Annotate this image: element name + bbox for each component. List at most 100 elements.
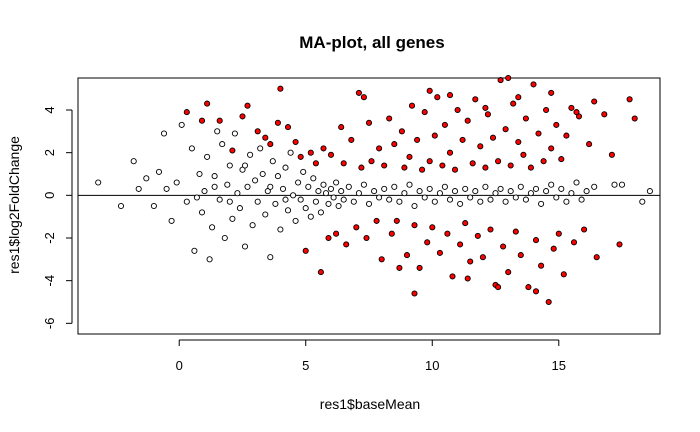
data-point [302, 205, 309, 212]
data-point [335, 202, 342, 210]
data-point [274, 173, 281, 180]
data-point [365, 119, 373, 126]
data-point [520, 151, 527, 158]
data-point [386, 196, 393, 203]
data-point [95, 179, 102, 186]
data-point [333, 179, 340, 186]
data-point [224, 181, 231, 188]
data-point [512, 228, 519, 235]
data-point [414, 136, 421, 143]
data-point [249, 222, 256, 229]
data-point [444, 230, 451, 237]
data-point [290, 192, 297, 199]
data-point [236, 205, 243, 212]
data-point [315, 188, 322, 195]
data-point [426, 158, 433, 165]
data-point [527, 190, 534, 197]
data-point [543, 188, 550, 195]
data-point [221, 234, 228, 242]
y-axis: -6 -4 -2 0 2 4 [42, 106, 73, 329]
data-point [525, 284, 532, 291]
data-point [330, 194, 337, 201]
data-point [441, 121, 448, 128]
data-point [426, 185, 433, 192]
data-point [530, 81, 537, 88]
data-point [581, 226, 588, 233]
data-point [601, 111, 608, 118]
data-point [317, 209, 324, 216]
data-point [583, 188, 590, 195]
data-point [550, 245, 557, 252]
data-point [340, 160, 347, 167]
data-point [193, 194, 200, 201]
data-point [201, 188, 208, 195]
data-point [457, 200, 464, 207]
data-point [300, 168, 307, 175]
data-point [406, 153, 413, 160]
data-point [340, 196, 347, 203]
data-point [353, 224, 360, 231]
data-point [229, 147, 236, 154]
data-point [487, 226, 494, 233]
data-point [327, 185, 335, 192]
data-point [204, 153, 211, 160]
data-point [150, 202, 157, 210]
data-point [591, 183, 598, 190]
data-point [396, 264, 403, 271]
plot-frame [77, 77, 661, 335]
y-tick-label: 4 [42, 106, 57, 113]
data-point [325, 234, 332, 242]
x-axis-label: res1$baseMean [320, 396, 420, 412]
data-point [307, 213, 314, 220]
data-point [376, 194, 383, 201]
data-point [292, 138, 299, 146]
data-point [540, 158, 547, 165]
data-point [446, 149, 454, 156]
data-point [436, 190, 443, 197]
data-point [391, 141, 398, 148]
data-point [467, 258, 474, 265]
x-tick-label: 15 [552, 358, 566, 373]
data-point [371, 188, 378, 195]
data-point [257, 145, 264, 152]
data-point [267, 141, 274, 148]
data-point [348, 136, 355, 143]
data-point [241, 162, 249, 169]
data-point [502, 198, 509, 205]
data-point [434, 94, 441, 101]
data-point [239, 113, 246, 120]
data-point [532, 237, 540, 244]
data-point [401, 164, 408, 171]
data-point [287, 149, 294, 156]
data-point [403, 252, 411, 259]
y-tick-label: 0 [42, 192, 57, 199]
data-point [267, 183, 274, 190]
x-tick-label: 5 [302, 358, 309, 373]
data-point [388, 230, 395, 237]
data-point [593, 254, 600, 261]
data-point [244, 183, 251, 190]
data-point [446, 92, 454, 99]
data-point [439, 162, 446, 169]
data-point [555, 230, 562, 237]
data-point [548, 89, 555, 96]
data-point [611, 181, 618, 188]
data-point [538, 200, 545, 207]
data-point [424, 239, 431, 246]
data-point [325, 200, 332, 207]
data-point [204, 100, 211, 107]
data-point [234, 190, 241, 197]
data-point [563, 132, 570, 139]
data-point [408, 102, 416, 109]
data-point [381, 162, 388, 169]
data-point [421, 194, 428, 201]
data-point [231, 130, 238, 137]
data-point [426, 87, 433, 94]
data-point [482, 183, 489, 190]
data-point [282, 164, 289, 171]
data-point [482, 164, 489, 171]
data-point [244, 102, 251, 109]
data-point [262, 134, 269, 141]
data-point [578, 196, 585, 203]
